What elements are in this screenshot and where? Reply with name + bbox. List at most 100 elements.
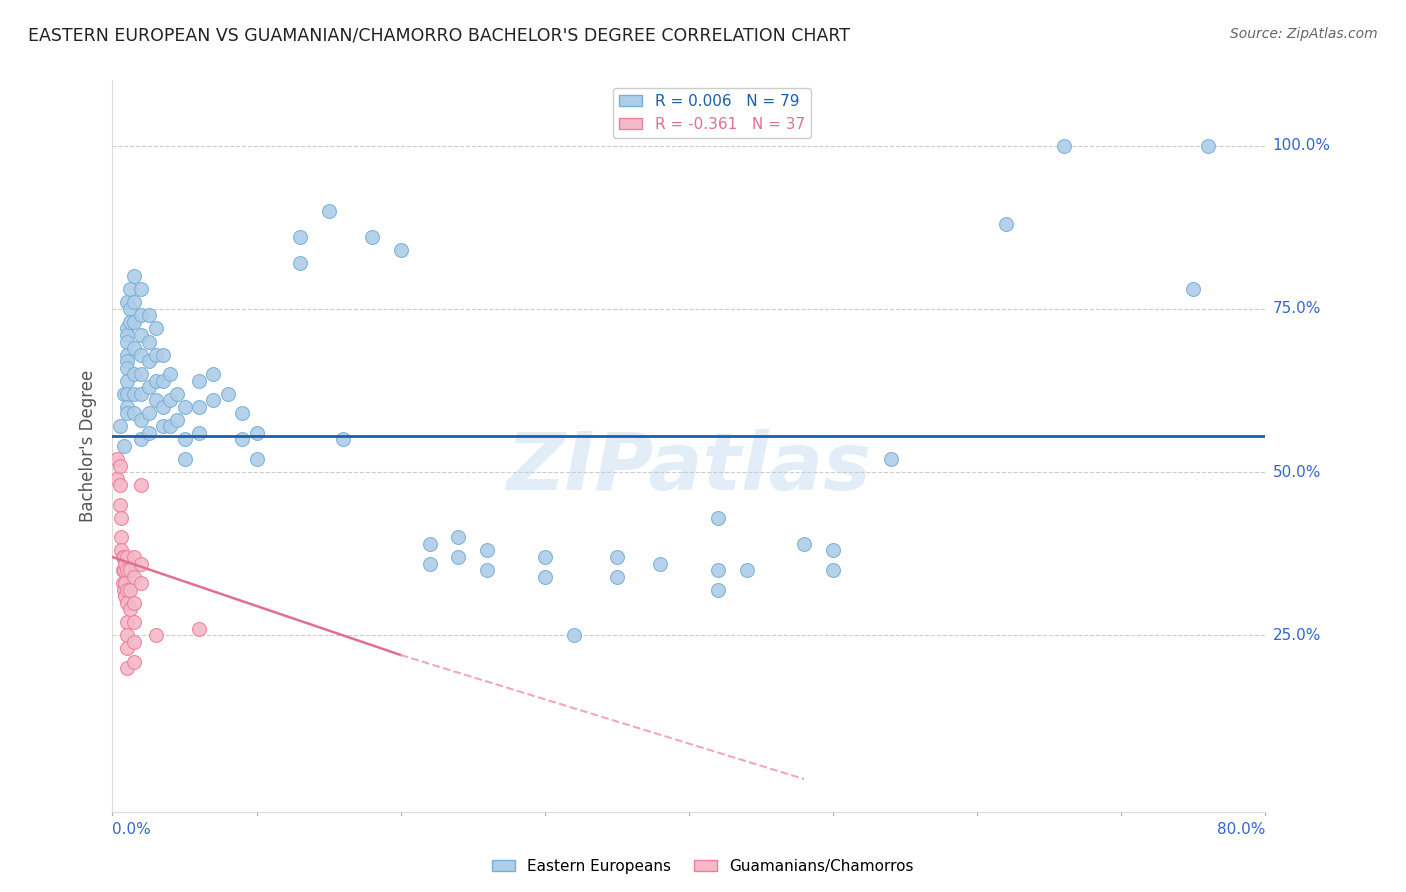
Point [159,367,181,381]
Point [118,282,141,296]
Point [145,628,167,642]
Point [152,347,174,362]
Point [152,400,174,414]
Point [115,563,138,577]
Point [447,530,470,544]
Point [707,563,730,577]
Point [111,549,134,564]
Point [288,256,311,270]
Point [115,615,138,630]
Point [173,452,195,467]
Point [129,557,153,571]
Point [1197,138,1219,153]
Point [114,557,136,571]
Point [105,472,128,486]
Point [115,628,138,642]
Point [115,641,138,656]
Point [1053,138,1076,153]
Point [115,582,138,597]
Point [231,433,253,447]
Point [118,582,141,597]
Point [112,563,135,577]
Point [246,452,269,467]
Point [793,537,815,551]
Point [115,354,138,368]
Point [188,425,211,440]
Text: 0.0%: 0.0% [112,822,152,837]
Point [122,295,145,310]
Point [231,406,253,420]
Point [246,425,269,440]
Point [389,243,412,257]
Point [129,478,153,492]
Point [447,549,470,564]
Point [122,569,145,583]
Point [138,334,160,349]
Point [138,309,160,323]
Point [122,341,145,355]
Point [122,635,145,649]
Point [145,374,167,388]
Point [166,413,188,427]
Text: 100.0%: 100.0% [1272,138,1330,153]
Point [606,569,628,583]
Point [115,347,138,362]
Point [419,537,441,551]
Point [122,615,145,630]
Point [115,334,138,349]
Point [145,393,167,408]
Point [110,511,132,525]
Point [122,367,145,381]
Point [129,433,153,447]
Point [114,576,136,591]
Point [122,386,145,401]
Point [534,549,557,564]
Point [173,400,195,414]
Point [111,563,134,577]
Y-axis label: Bachelor's Degree: Bachelor's Degree [79,370,97,522]
Point [475,543,499,558]
Point [112,386,135,401]
Point [110,543,132,558]
Point [112,549,135,564]
Point [138,425,160,440]
Point [880,452,903,467]
Point [115,406,138,420]
Point [318,203,340,218]
Point [122,596,145,610]
Point [105,452,128,467]
Point [115,596,138,610]
Point [122,549,145,564]
Point [217,386,239,401]
Point [122,655,145,669]
Point [650,557,672,571]
Point [138,354,160,368]
Point [108,498,131,512]
Point [138,380,160,394]
Point [166,386,188,401]
Point [122,315,145,329]
Point [112,582,135,597]
Point [419,557,441,571]
Point [188,374,211,388]
Point [159,419,181,434]
Text: 80.0%: 80.0% [1218,822,1265,837]
Point [202,393,225,408]
Point [108,478,131,492]
Point [188,622,211,636]
Point [188,400,211,414]
Point [1182,282,1205,296]
Point [115,374,138,388]
Point [129,576,153,591]
Point [138,406,160,420]
Point [115,549,138,564]
Point [129,413,153,427]
Point [129,347,153,362]
Point [202,367,225,381]
Point [152,374,174,388]
Point [129,282,153,296]
Point [152,419,174,434]
Point [145,347,167,362]
Point [115,386,138,401]
Point [122,269,145,284]
